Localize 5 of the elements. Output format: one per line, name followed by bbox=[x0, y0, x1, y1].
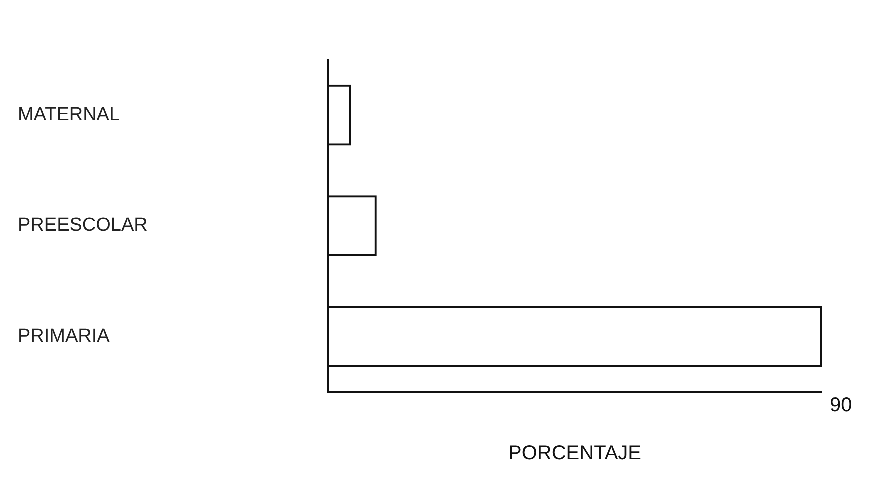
y-tick-label: MATERNAL bbox=[18, 104, 120, 126]
x-axis-title: PORCENTAJE bbox=[508, 442, 642, 465]
y-tick-label: PRIMARIA bbox=[18, 326, 110, 347]
y-tick-label: PREESCOLAR bbox=[18, 215, 148, 236]
text: 90 bbox=[830, 394, 852, 417]
